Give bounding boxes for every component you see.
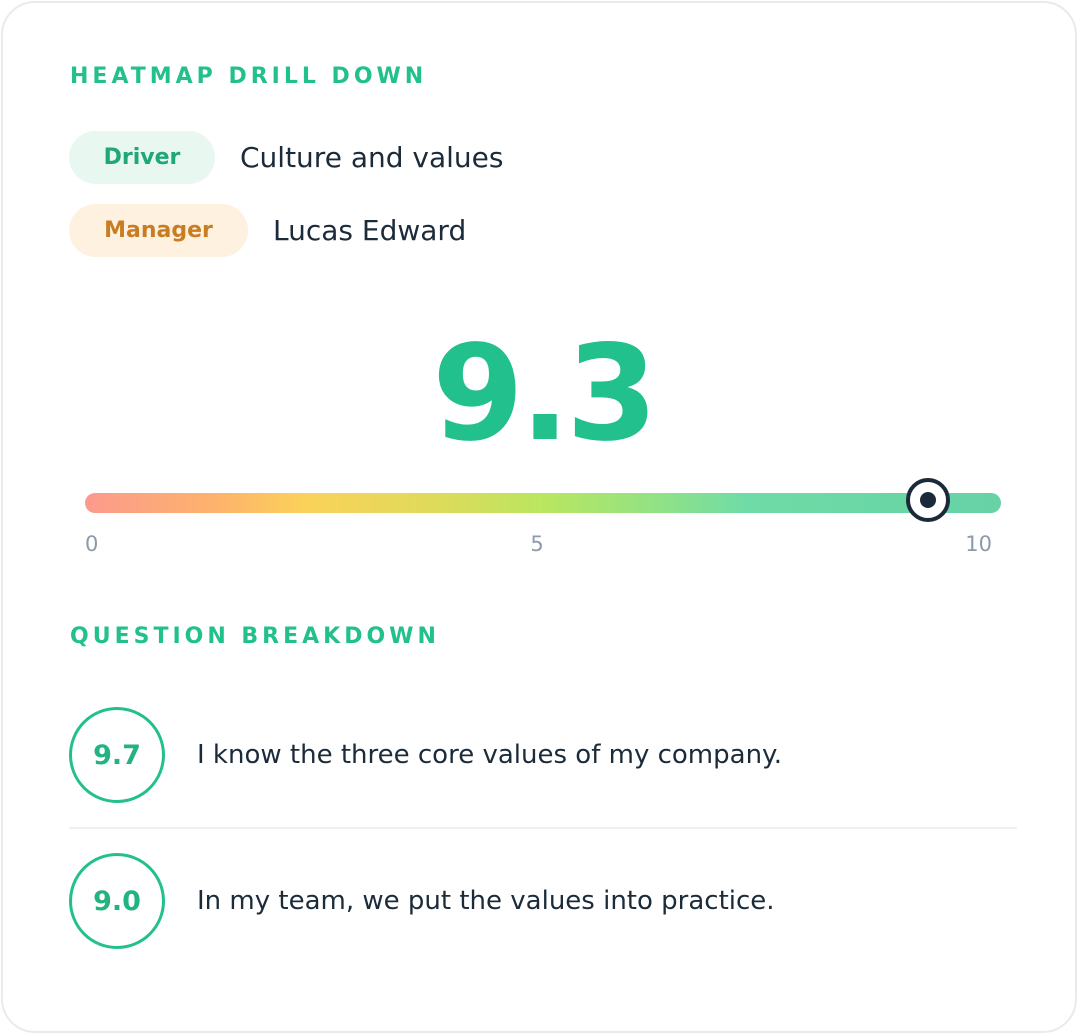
score-scale-marker-dot	[920, 492, 937, 508]
score-scale-marker[interactable]	[906, 478, 951, 522]
question-divider	[69, 827, 1017, 829]
question-row[interactable]: 9.0 In my team, we put the values into p…	[69, 853, 1017, 949]
manager-value: Lucas Edward	[273, 214, 467, 247]
driver-value: Culture and values	[240, 141, 504, 174]
heatmap-title: HEATMAP DRILL DOWN	[70, 64, 428, 89]
scale-tick-max: 10	[965, 532, 992, 556]
question-score-badge: 9.0	[69, 853, 165, 949]
question-row[interactable]: 9.7 I know the three core values of my c…	[69, 707, 1017, 803]
overall-score: 9.3	[432, 317, 658, 471]
manager-filter-row: Manager Lucas Edward	[69, 204, 466, 257]
driver-chip[interactable]: Driver	[69, 131, 215, 184]
driver-filter-row: Driver Culture and values	[69, 131, 503, 184]
question-text: In my team, we put the values into pract…	[197, 886, 775, 916]
question-breakdown-title: QUESTION BREAKDOWN	[70, 624, 440, 649]
scale-tick-mid: 5	[530, 532, 544, 556]
scale-tick-min: 0	[85, 532, 99, 556]
question-text: I know the three core values of my compa…	[197, 740, 782, 770]
question-score-badge: 9.7	[69, 707, 165, 803]
manager-chip[interactable]: Manager	[69, 204, 248, 257]
score-scale-track	[85, 493, 1001, 513]
